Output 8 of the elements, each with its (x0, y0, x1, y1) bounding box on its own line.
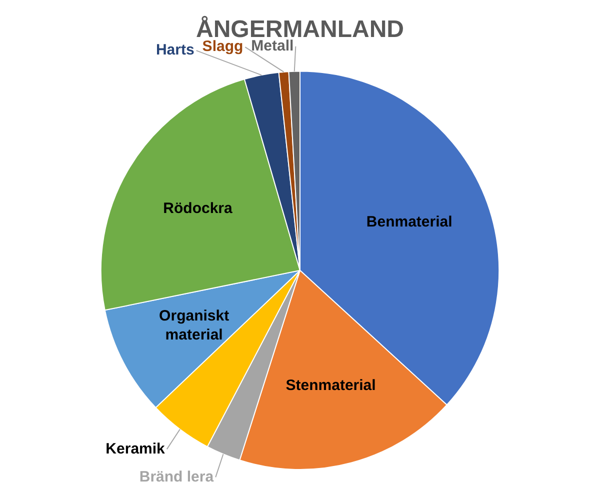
slice-label: Harts (156, 42, 194, 59)
slice-label: Organiskt material (159, 307, 230, 344)
slice-label: Stenmaterial (286, 376, 376, 394)
slice-label: Rödockra (163, 200, 233, 217)
slice-label: Benmaterial (366, 213, 452, 230)
slice-label: Slagg (202, 38, 244, 56)
slice-label: Keramik (106, 440, 166, 458)
slice-label: Bränd lera (139, 468, 214, 486)
